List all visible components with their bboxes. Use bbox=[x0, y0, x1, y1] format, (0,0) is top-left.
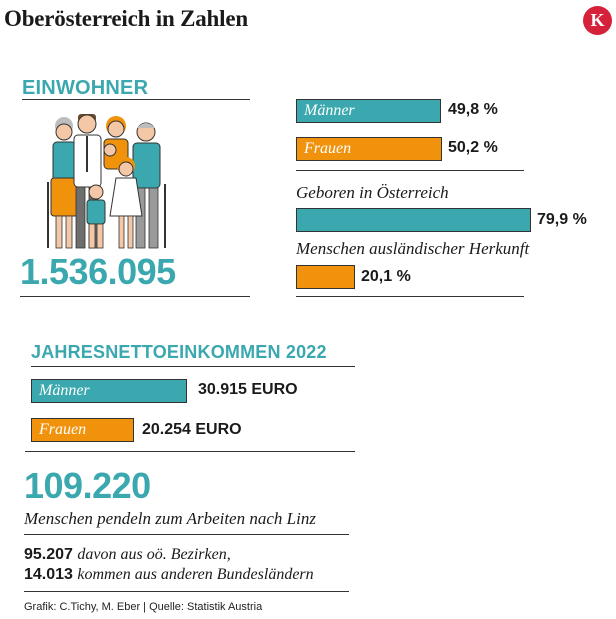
commuters-caption: Menschen pendeln zum Arbeiten nach Linz bbox=[24, 509, 316, 528]
population-women-value: 50,2 % bbox=[448, 139, 498, 156]
boy-figure bbox=[86, 184, 106, 249]
commuters-total: 109.220 bbox=[24, 465, 151, 506]
income-women-label: Frauen bbox=[39, 421, 87, 438]
commuters-detail-2: 14.013 kommen aus anderen Bundesländern bbox=[24, 566, 314, 584]
income-women-bar: Frauen bbox=[31, 418, 134, 442]
grandmother-figure bbox=[47, 117, 79, 249]
kurier-logo: K bbox=[583, 6, 612, 35]
commuters-detail-1-number: 95.207 bbox=[24, 546, 73, 563]
population-men-bar: Männer bbox=[296, 99, 441, 123]
population-heading-rule bbox=[22, 99, 250, 100]
born-austria-bar bbox=[296, 208, 531, 232]
population-heading: EINWOHNER bbox=[22, 77, 149, 99]
grandfather-figure bbox=[132, 122, 166, 249]
income-rule bbox=[25, 451, 355, 452]
origin-rule bbox=[296, 296, 524, 297]
population-men-value: 49,8 % bbox=[448, 101, 498, 118]
source-rule bbox=[24, 591, 349, 592]
income-heading-rule bbox=[31, 366, 355, 367]
income-men-bar: Männer bbox=[31, 379, 187, 403]
income-men-label: Männer bbox=[39, 382, 90, 399]
foreign-origin-bar bbox=[296, 265, 355, 289]
foreign-origin-value: 20,1 % bbox=[361, 268, 411, 285]
commuters-rule bbox=[24, 534, 349, 535]
gender-rule bbox=[296, 170, 524, 171]
income-heading: JAHRESNETTOEINKOMMEN 2022 bbox=[31, 342, 327, 362]
born-austria-label: Geboren in Österreich bbox=[296, 183, 449, 202]
commuters-detail-1: 95.207 davon aus oö. Bezirken, bbox=[24, 546, 231, 564]
commuters-detail-2-text: kommen aus anderen Bundesländern bbox=[77, 566, 314, 583]
income-men-value: 30.915 EURO bbox=[198, 381, 298, 398]
commuters-detail-2-number: 14.013 bbox=[24, 566, 73, 583]
population-women-bar: Frauen bbox=[296, 137, 442, 161]
population-total: 1.536.095 bbox=[20, 251, 176, 292]
source-note: Grafik: C.Tichy, M. Eber | Quelle: Stati… bbox=[24, 601, 263, 613]
page-title: Oberösterreich in Zahlen bbox=[4, 6, 248, 31]
population-total-rule bbox=[20, 296, 250, 297]
family-icon bbox=[47, 114, 166, 249]
girl-figure bbox=[109, 157, 143, 249]
born-austria-value: 79,9 % bbox=[537, 211, 587, 228]
population-men-label: Männer bbox=[304, 102, 355, 119]
population-women-label: Frauen bbox=[304, 140, 352, 157]
income-women-value: 20.254 EURO bbox=[142, 421, 242, 438]
foreign-origin-label: Menschen ausländischer Herkunft bbox=[296, 239, 530, 258]
commuters-detail-1-text: davon aus oö. Bezirken, bbox=[77, 546, 231, 563]
